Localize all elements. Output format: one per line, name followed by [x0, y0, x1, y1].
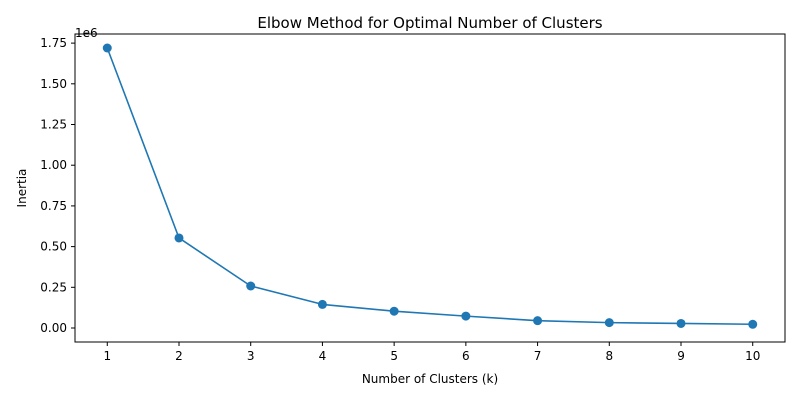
data-point — [102, 43, 112, 53]
y-tick-label: 1.50 — [40, 77, 67, 91]
x-tick-label: 3 — [247, 349, 255, 363]
plot-area-frame — [74, 33, 786, 343]
chart-title: Elbow Method for Optimal Number of Clust… — [257, 14, 602, 32]
x-tick-label: 4 — [319, 349, 327, 363]
data-point — [389, 306, 399, 316]
x-tick-label: 2 — [175, 349, 183, 363]
y-tick-label: 1.00 — [40, 158, 67, 172]
x-axis-label: Number of Clusters (k) — [362, 372, 498, 386]
y-tick-label: 1.25 — [40, 118, 67, 132]
y-tick-label: 0.00 — [40, 321, 67, 335]
data-point — [461, 311, 471, 321]
x-tick-label: 6 — [462, 349, 470, 363]
x-tick-label: 1 — [103, 349, 111, 363]
y-tick-label: 0.25 — [40, 280, 67, 294]
x-tick-label: 7 — [534, 349, 542, 363]
data-point — [748, 319, 758, 329]
data-point — [604, 318, 614, 328]
y-axis-label: Inertia — [15, 169, 29, 208]
series-line — [106, 47, 753, 326]
data-point — [246, 281, 256, 291]
data-point — [317, 299, 327, 309]
data-point — [676, 318, 686, 328]
y-tick-label: 1.75 — [40, 36, 67, 50]
x-tick-label: 8 — [605, 349, 613, 363]
y-tick-label: 0.75 — [40, 199, 67, 213]
axis-ticks: 1 2 3 4 5 6 7 8 9 10 0.00 0.25 0.50 0.75 1.00 1.25 1.50 1… — [40, 36, 760, 363]
x-tick-label: 5 — [390, 349, 398, 363]
data-point — [533, 316, 543, 326]
x-tick-label: 9 — [677, 349, 685, 363]
series-layer — [102, 43, 758, 329]
x-tick-label: 10 — [745, 349, 760, 363]
y-tick-label: 0.50 — [40, 240, 67, 254]
y-axis-offset-label: 1e6 — [75, 26, 98, 40]
data-point — [174, 233, 184, 243]
